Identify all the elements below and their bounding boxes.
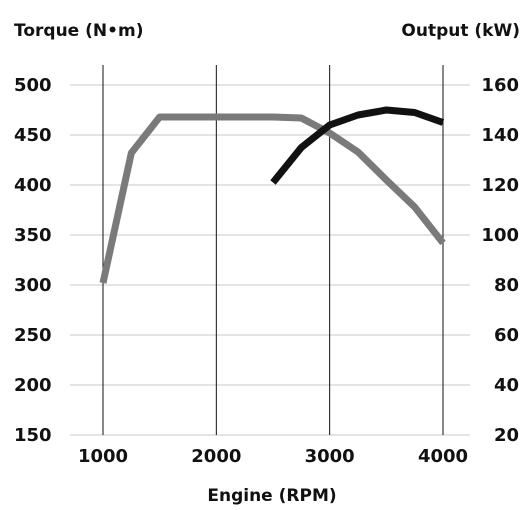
torque-tick-label: 500 — [14, 75, 52, 96]
output-tick-label: 160 — [481, 75, 519, 96]
output-series-line — [270, 106, 445, 185]
torque-tick-label: 450 — [14, 125, 52, 146]
rpm-axis-title: Engine (RPM) — [207, 486, 336, 506]
output-tick-label: 100 — [481, 225, 519, 246]
torque-tick-label: 400 — [14, 175, 52, 196]
output-tick-label: 140 — [481, 125, 519, 146]
labels: Torque (N•m) Output (kW) Engine (RPM) 50… — [14, 21, 520, 506]
output-tick-label: 60 — [494, 325, 519, 346]
torque-series-line — [99, 113, 446, 284]
output-tick-label: 80 — [494, 275, 519, 296]
output-tick-label: 20 — [494, 425, 519, 446]
output-axis-title: Output (kW) — [401, 21, 520, 41]
rpm-tick-label: 4000 — [418, 446, 468, 467]
torque-tick-label: 200 — [14, 375, 52, 396]
torque-tick-label: 250 — [14, 325, 52, 346]
torque-axis-title: Torque (N•m) — [14, 21, 143, 41]
series-layer — [99, 106, 446, 284]
output-tick-label: 120 — [481, 175, 519, 196]
rpm-tick-label: 2000 — [191, 446, 241, 467]
torque-tick-label: 150 — [14, 425, 52, 446]
torque-tick-label: 350 — [14, 225, 52, 246]
rpm-tick-label: 1000 — [78, 446, 128, 467]
output-tick-label: 40 — [494, 375, 519, 396]
torque-tick-label: 300 — [14, 275, 52, 296]
rpm-tick-label: 3000 — [305, 446, 355, 467]
